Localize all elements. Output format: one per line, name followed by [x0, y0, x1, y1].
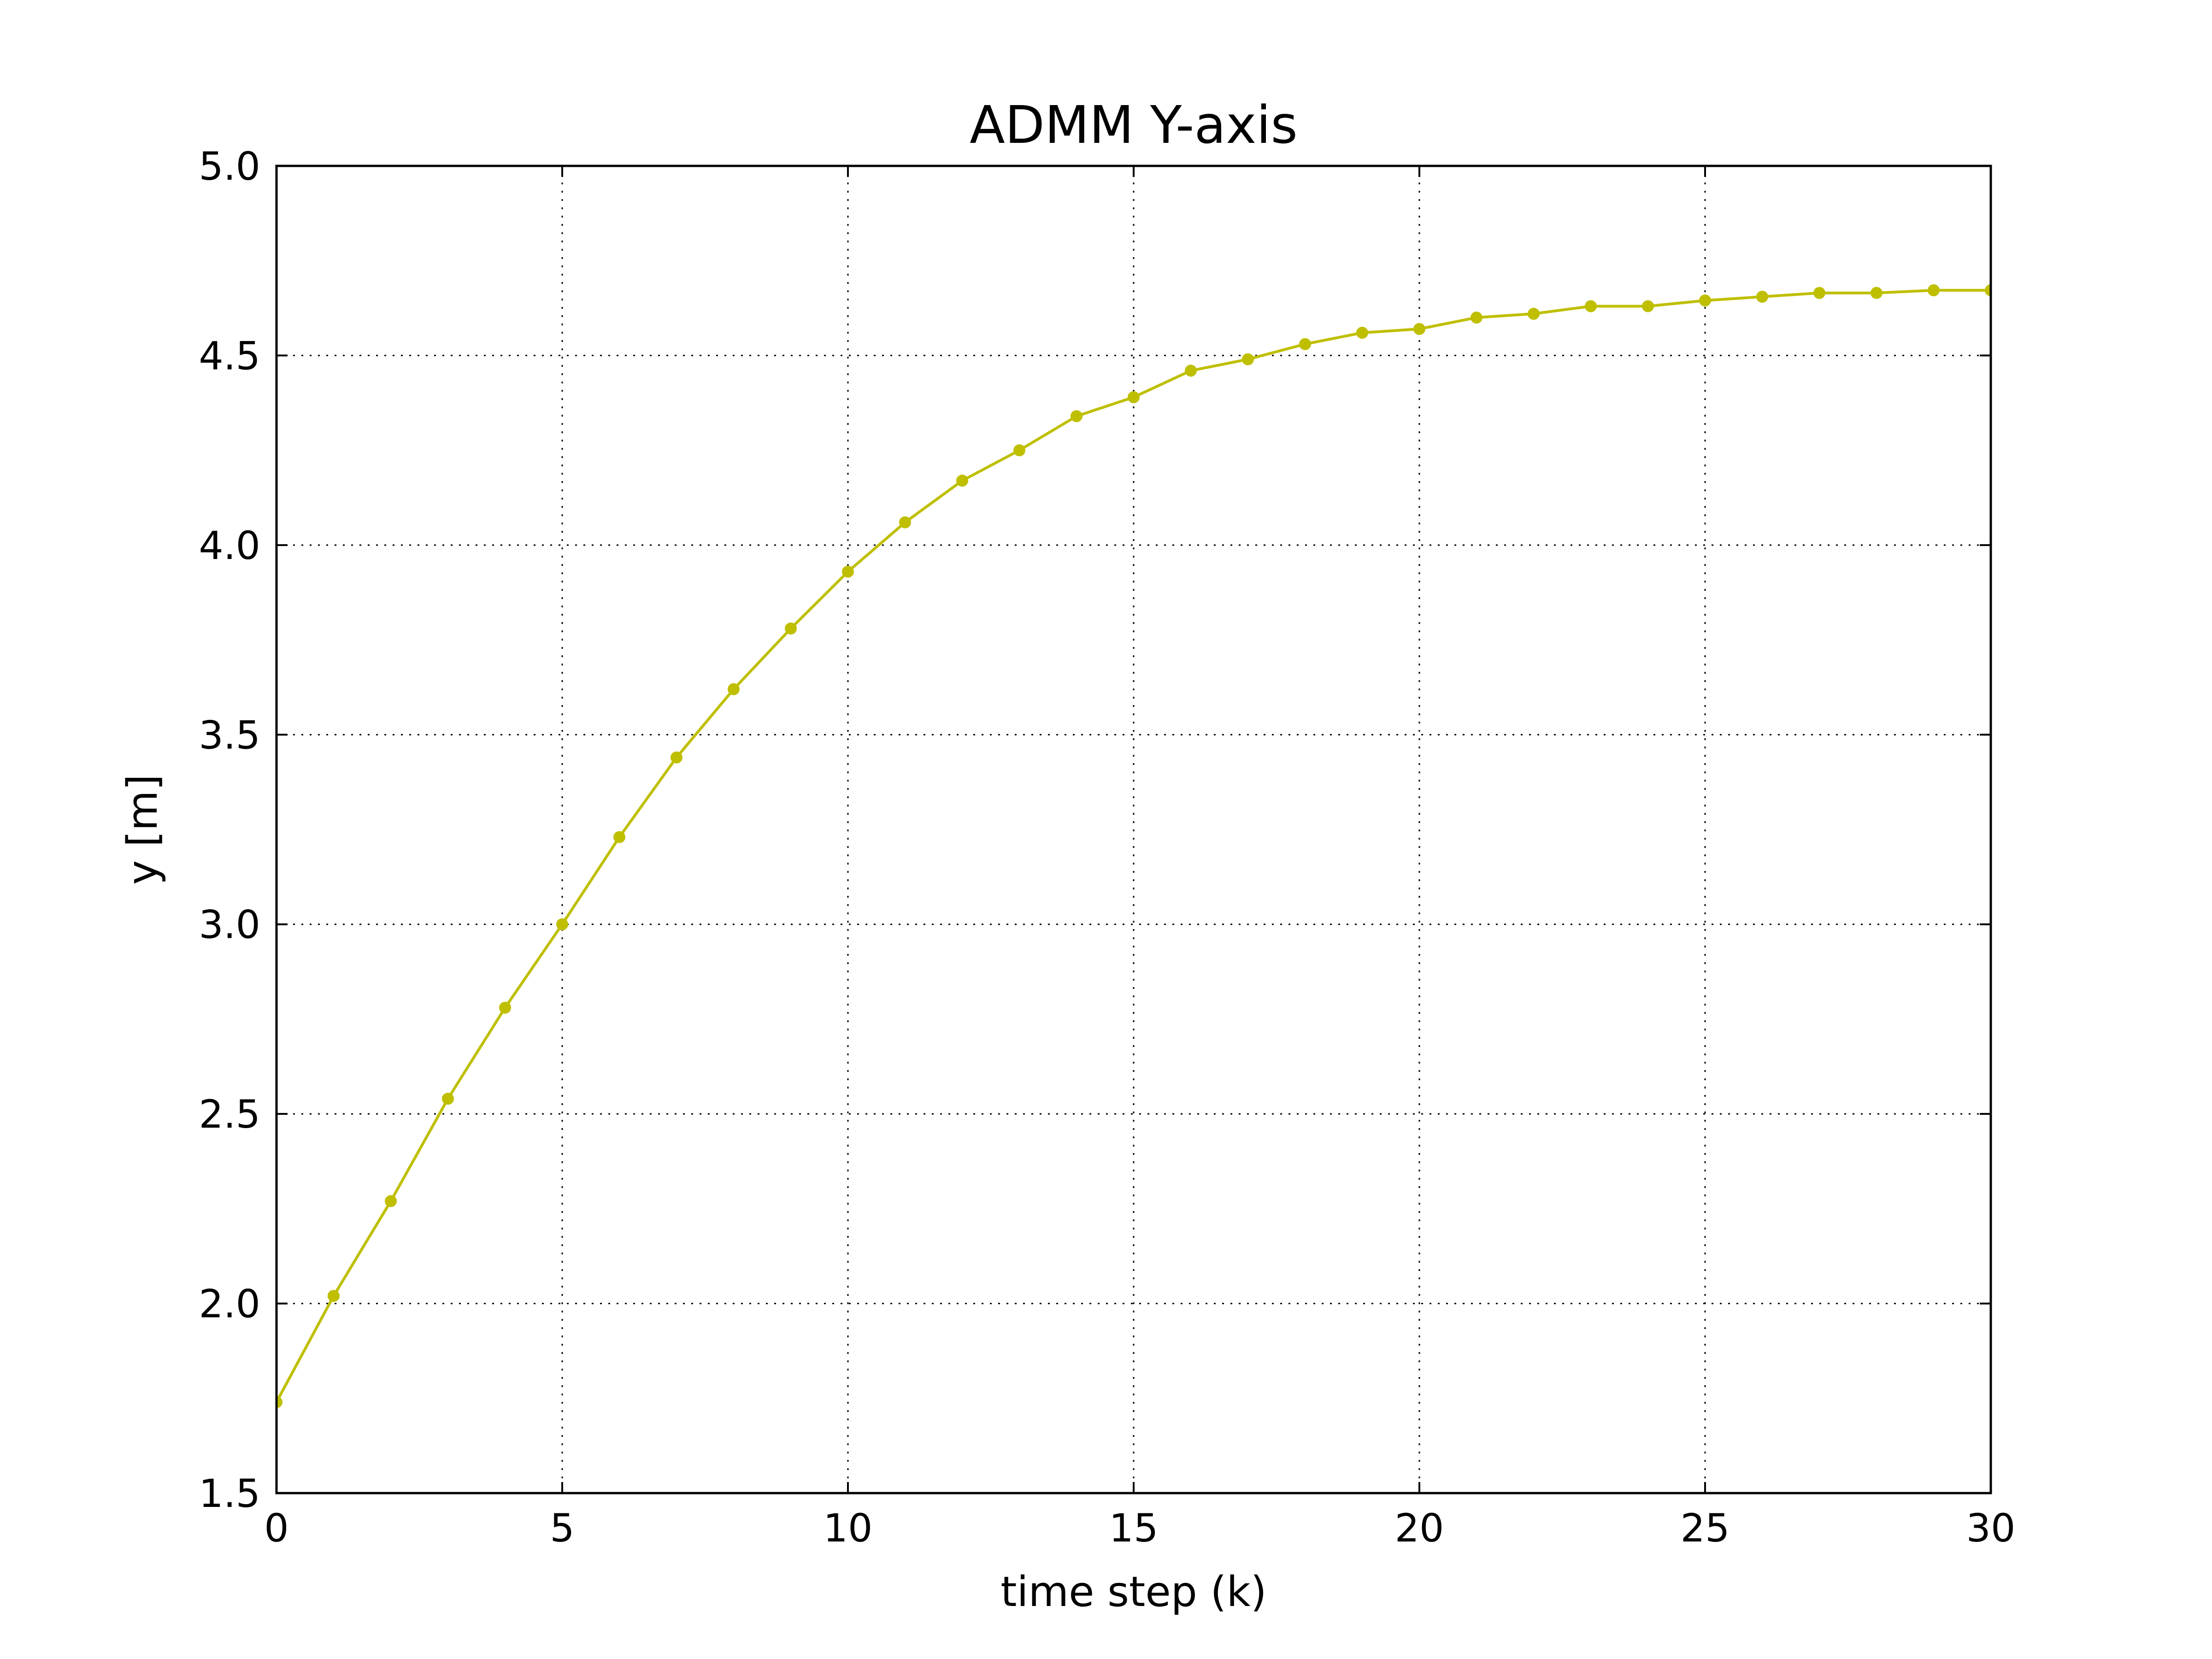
data-point — [1985, 284, 1991, 296]
data-point — [1071, 410, 1082, 423]
data-point — [1356, 327, 1368, 339]
data-point — [671, 751, 682, 764]
data-point — [1699, 294, 1711, 307]
x-tick-label: 15 — [1109, 1506, 1159, 1551]
y-tick-label: 1.5 — [199, 1471, 260, 1516]
data-point — [728, 683, 740, 695]
x-tick-label: 0 — [264, 1506, 288, 1551]
data-point — [1642, 300, 1654, 312]
y-tick-label: 4.5 — [199, 333, 260, 378]
data-point — [328, 1290, 340, 1302]
y-tick-label: 3.0 — [199, 902, 260, 947]
data-point — [785, 622, 797, 635]
data-point — [556, 918, 568, 930]
data-point — [1128, 391, 1140, 403]
data-point — [499, 1001, 511, 1014]
data-point — [385, 1195, 397, 1207]
data-point — [1013, 444, 1025, 457]
data-point — [1471, 312, 1483, 324]
data-point — [956, 474, 968, 487]
y-axis-label: y [m] — [118, 774, 167, 885]
data-point — [1185, 365, 1197, 377]
y-tick-label: 2.5 — [199, 1092, 260, 1137]
x-tick-label: 30 — [1966, 1506, 2016, 1551]
grid-lines — [276, 166, 1991, 1493]
data-point — [1928, 284, 1940, 296]
x-tick-label: 25 — [1681, 1506, 1730, 1551]
data-point — [613, 831, 625, 843]
x-axis-label: time step (k) — [1000, 1568, 1267, 1616]
data-point — [276, 1396, 282, 1408]
data-point — [1528, 307, 1540, 320]
data-point — [842, 565, 854, 578]
y-tick-label: 2.0 — [199, 1282, 260, 1327]
data-point — [1585, 300, 1597, 312]
x-tick-label: 20 — [1395, 1506, 1444, 1551]
data-point — [1299, 338, 1311, 350]
y-tick-label: 5.0 — [199, 144, 260, 189]
data-point — [1813, 287, 1825, 299]
data-series — [276, 284, 1991, 1408]
y-tick-label: 4.0 — [199, 523, 260, 568]
chart-title: ADMM Y-axis — [970, 95, 1298, 155]
data-point — [1756, 290, 1768, 303]
x-tick-label: 10 — [824, 1506, 873, 1551]
data-point — [442, 1093, 454, 1105]
data-point — [899, 516, 911, 529]
axis-ticks: 0 5 10 15 20 25 30 1.5 2.0 2.5 3.0 3.5 4.0 4.5 5.0 — [199, 144, 2015, 1551]
data-point — [1871, 287, 1883, 299]
data-point — [1413, 323, 1425, 335]
x-tick-label: 5 — [550, 1506, 574, 1551]
data-point — [1242, 353, 1254, 365]
y-tick-label: 3.5 — [199, 712, 260, 758]
series-group — [276, 284, 1991, 1408]
